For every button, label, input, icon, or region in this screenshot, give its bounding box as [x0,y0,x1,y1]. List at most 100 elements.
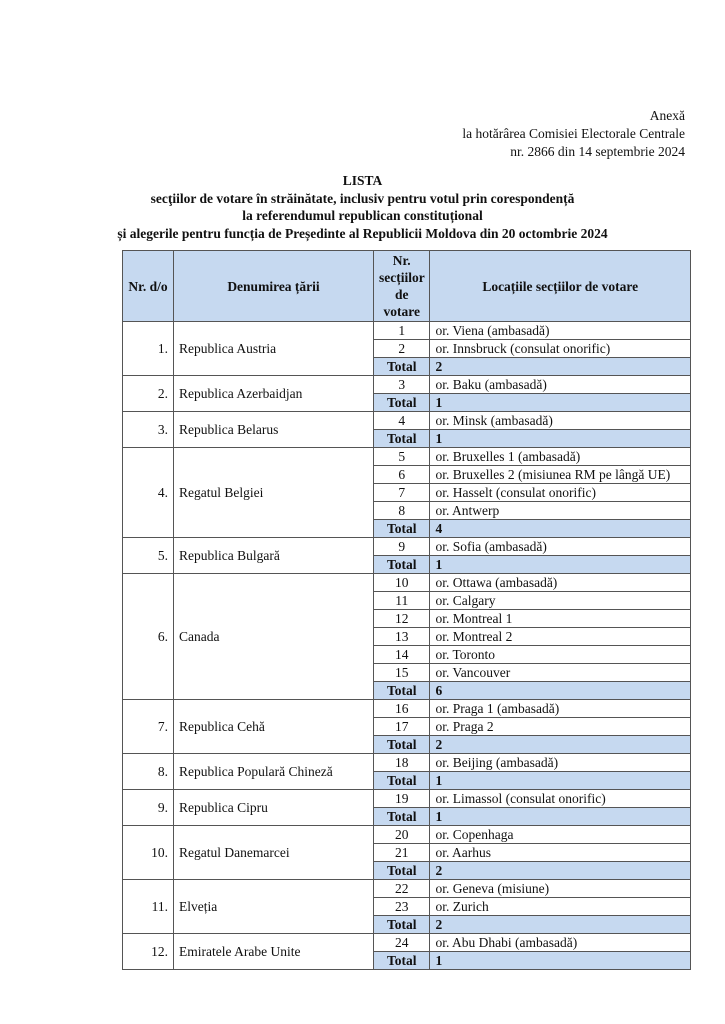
total-label: Total [372,915,431,934]
total-label: Total [372,357,431,376]
country-name: Republica Cehă [173,699,374,754]
total-value: 1 [429,393,691,412]
country-number: 10. [122,825,174,880]
section-location: or. Praga 1 (ambasadă) [429,699,691,718]
total-row: Total 1 [123,393,691,412]
country-number: 1. [122,321,174,376]
total-row: Total 2 [123,861,691,880]
section-location: or. Bruxelles 1 (ambasadă) [429,447,691,466]
annex-number-date: nr. 2866 din 14 septembrie 2024 [510,144,685,159]
total-value: 2 [429,357,691,376]
country-number: 2. [122,375,174,412]
total-label: Total [372,429,431,448]
section-number: 13 [372,627,431,646]
table-row: 23 or. Zurich [123,897,691,916]
country-number: 9. [122,789,174,826]
section-number: 24 [372,933,431,952]
header-country: Denumirea țării [173,250,374,322]
total-label: Total [372,861,431,880]
section-location: or. Viena (ambasadă) [429,321,691,340]
title-line-3: la referendumul republican constituționa… [242,208,483,223]
table-row: 14 or. Toronto [123,645,691,664]
section-number: 5 [372,447,431,466]
country-name: Republica Belarus [173,411,374,448]
table-row: 11. Elveția 22 or. Geneva (misiune) [122,879,691,934]
table-row: 13 or. Montreal 2 [123,627,691,646]
table-row: 7 or. Hasselt (consulat onorific) [123,483,691,502]
title-line-4: și alegerile pentru funcția de Președint… [117,225,608,241]
country-number: 5. [122,537,174,574]
country-name: Canada [173,573,374,700]
table-row: 9. Republica Cipru 19 or. Limassol (consula… [122,789,691,826]
section-location: or. Bruxelles 2 (misiunea RM pe lângă UE… [429,465,691,484]
total-label: Total [372,555,431,574]
table-row: 12. Emiratele Arabe Unite 24 or. Abu Dhabi … [122,933,691,970]
section-number: 12 [372,609,431,628]
country-name: Regatul Belgiei [173,447,374,538]
section-location: or. Sofia (ambasadă) [429,537,691,556]
table-row: 4. Regatul Belgiei 5 or. Bruxelles 1 (ambas… [122,447,691,538]
country-name: Republica Cipru [173,789,374,826]
table-row: 10. Regatul Danemarcei 20 or. Copenhaga [122,825,691,880]
country-number: 6. [122,573,174,700]
total-label: Total [372,951,431,970]
total-row: Total 1 [123,771,691,790]
table-row: 17 or. Praga 2 [123,717,691,736]
country-name: Republica Azerbaidjan [173,375,374,412]
country-name: Emiratele Arabe Unite [173,933,374,970]
table-row: 2. Republica Azerbaidjan 3 or. Baku (ambasa… [122,375,691,412]
title-line-2: secţiilor de votare în străinătate, incl… [150,190,575,206]
section-location: or. Geneva (misiune) [429,879,691,898]
total-value: 1 [429,771,691,790]
table-row: 1. Republica Austria 1 or. Viena (ambasadă) [122,321,691,376]
section-number: 22 [372,879,431,898]
total-row: Total 1 [123,555,691,574]
section-number: 1 [372,321,431,340]
total-row: Total 2 [123,735,691,754]
total-label: Total [372,807,431,826]
section-location: or. Innsbruck (consulat onorific) [429,339,691,358]
section-location: or. Praga 2 [429,717,691,736]
country-number: 7. [122,699,174,754]
table-header-row: Nr. d/o Denumirea țării Nr. secțiilor de… [122,250,691,322]
section-location: or. Toronto [429,645,691,664]
table-row: 5. Republica Bulgară 9 or. Sofia (ambasadă) [122,537,691,574]
section-number: 20 [372,825,431,844]
total-row: Total 1 [123,429,691,448]
title-line-1: LISTA [342,173,383,188]
section-number: 2 [372,339,431,358]
table-row: 6 or. Bruxelles 2 (misiunea RM pe lângă U… [123,465,691,484]
total-value: 6 [429,681,691,700]
section-location: or. Aarhus [429,843,691,862]
section-number: 4 [372,411,431,430]
section-number: 8 [372,501,431,520]
table-row: 6. Canada 10 or. Ottawa (ambasadă) [122,573,691,700]
section-location: or. Beijing (ambasadă) [429,753,691,772]
section-number: 3 [372,375,431,394]
section-number: 7 [372,483,431,502]
section-location: or. Abu Dhabi (ambasadă) [429,933,691,952]
section-number: 14 [372,645,431,664]
annex-label: Anexă [649,108,685,123]
country-name: Republica Bulgară [173,537,374,574]
document-title: LISTA secţiilor de votare în străinătate… [0,172,725,242]
section-number: 23 [372,897,431,916]
total-label: Total [372,771,431,790]
section-number: 16 [372,699,431,718]
total-value: 4 [429,519,691,538]
table-row: 3. Republica Belarus 4 or. Minsk (ambasadă) [122,411,691,448]
total-value: 2 [429,735,691,754]
section-number: 19 [372,789,431,808]
total-value: 2 [429,861,691,880]
section-location: or. Minsk (ambasadă) [429,411,691,430]
section-location: or. Baku (ambasadă) [429,375,691,394]
section-number: 18 [372,753,431,772]
polling-stations-table: Nr. d/o Denumirea țării Nr. secțiilor de… [122,250,691,970]
table-row: 12 or. Montreal 1 [123,609,691,628]
section-location: or. Ottawa (ambasadă) [429,573,691,592]
section-location: or. Hasselt (consulat onorific) [429,483,691,502]
table-row: 8 or. Antwerp [123,501,691,520]
section-number: 15 [372,663,431,682]
section-location: or. Montreal 1 [429,609,691,628]
total-label: Total [372,519,431,538]
